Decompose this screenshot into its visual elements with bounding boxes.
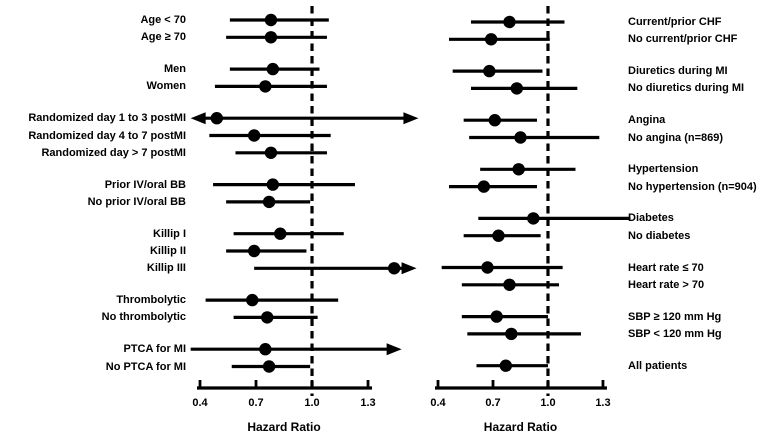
row-label: Killip II	[149, 245, 186, 257]
row-label: Heart rate > 70	[628, 278, 705, 291]
x-axis-title: Hazard Ratio	[483, 420, 558, 434]
point-estimate-dot	[210, 112, 224, 125]
row-label: Men	[164, 63, 186, 76]
row-label: Killip III	[146, 262, 186, 275]
point-estimate-dot	[488, 114, 502, 127]
row-label: Age < 70	[140, 14, 186, 26]
row-label: Diuretics during MI	[628, 65, 728, 78]
point-estimate-dot	[499, 359, 513, 372]
point-estimate-dot	[246, 293, 259, 307]
point-estimate-dot	[492, 229, 505, 242]
point-estimate-dot	[259, 343, 272, 356]
point-estimate-dot	[247, 129, 261, 142]
row-label: Killip I	[153, 227, 186, 240]
point-estimate-dot	[510, 82, 524, 95]
row-label: Randomized day 1 to 3 postMI	[28, 112, 186, 125]
point-estimate-dot	[264, 146, 278, 159]
row-label: No angina (n=869)	[628, 131, 724, 144]
row-label: No current/prior CHF	[628, 33, 738, 46]
row-label: PTCA for MI	[123, 343, 186, 356]
row-label: No thrombolytic	[101, 311, 186, 324]
point-estimate-dot	[387, 262, 401, 275]
row-label: All patients	[628, 359, 688, 372]
x-tick-label: 0.4	[430, 397, 446, 409]
row-label: Randomized day > 7 postMI	[41, 146, 186, 159]
ci-arrowhead-right	[386, 343, 402, 356]
point-estimate-dot	[266, 178, 280, 191]
point-estimate-dot	[514, 131, 527, 144]
point-estimate-dot	[481, 261, 494, 274]
ci-arrowhead-right	[401, 262, 417, 275]
point-estimate-dot	[261, 311, 274, 324]
point-estimate-dot	[503, 278, 516, 291]
point-estimate-dot	[512, 163, 525, 176]
point-estimate-dot	[264, 13, 278, 27]
row-label: Thrombolytic	[116, 294, 186, 307]
point-estimate-dot	[483, 64, 496, 78]
row-label: Women	[146, 80, 186, 93]
point-estimate-dot	[262, 195, 276, 209]
row-label: SBP < 120 mm Hg	[628, 327, 722, 340]
point-estimate-dot	[247, 244, 261, 258]
row-label: Hypertension	[628, 163, 699, 176]
row-label: Current/prior CHF	[628, 16, 722, 28]
row-label: No diuretics during MI	[628, 82, 745, 95]
row-label: Randomized day 4 to 7 postMI	[28, 129, 186, 142]
point-estimate-dot	[527, 212, 540, 225]
row-label: No PTCA for MI	[105, 360, 186, 373]
point-estimate-dot	[503, 15, 516, 29]
point-estimate-dot	[505, 327, 518, 341]
x-tick-label: 1.3	[595, 397, 611, 409]
x-tick-label: 0.7	[485, 397, 501, 409]
point-estimate-dot	[490, 310, 503, 323]
x-tick-label: 1.3	[360, 397, 376, 409]
row-label: Age ≥ 70	[140, 31, 186, 44]
point-estimate-dot	[262, 360, 276, 373]
row-label: Angina	[628, 114, 666, 127]
x-tick-label: 0.7	[248, 397, 264, 409]
x-tick-label: 1.0	[540, 397, 556, 409]
row-label: Prior IV/oral BB	[104, 178, 186, 191]
point-estimate-dot	[274, 227, 287, 240]
row-label: No prior IV/oral BB	[87, 195, 186, 208]
x-axis-title: Hazard Ratio	[247, 420, 321, 434]
row-label: SBP ≥ 120 mm Hg	[628, 310, 722, 323]
row-label: Diabetes	[628, 212, 674, 225]
point-estimate-dot	[477, 180, 491, 193]
row-label: No diabetes	[628, 229, 691, 242]
row-label: Heart rate ≤ 70	[628, 261, 704, 274]
ci-arrowhead-right	[403, 112, 419, 125]
point-estimate-dot	[259, 80, 272, 93]
x-tick-label: 0.4	[192, 397, 208, 409]
x-tick-label: 1.0	[304, 397, 320, 409]
point-estimate-dot	[484, 33, 498, 46]
ci-arrowhead-left	[190, 112, 206, 125]
point-estimate-dot	[264, 31, 278, 44]
point-estimate-dot	[266, 62, 280, 76]
row-label: No hypertension (n=904)	[628, 180, 757, 193]
